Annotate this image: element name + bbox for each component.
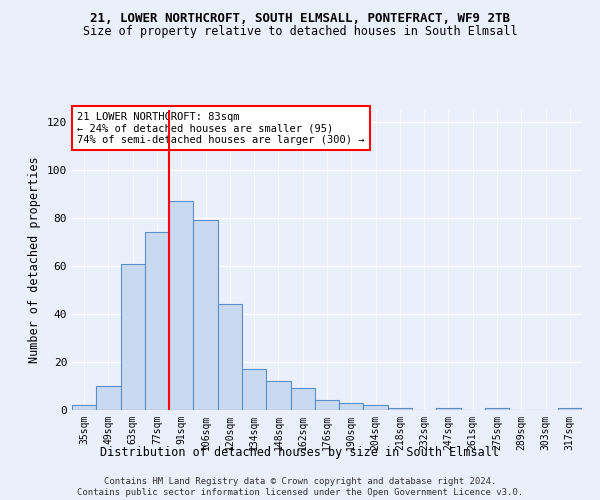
- Bar: [96, 386, 121, 410]
- Text: 21 LOWER NORTHCROFT: 83sqm
← 24% of detached houses are smaller (95)
74% of semi: 21 LOWER NORTHCROFT: 83sqm ← 24% of deta…: [77, 112, 365, 144]
- Bar: [121, 264, 145, 410]
- Bar: [193, 220, 218, 410]
- Bar: [218, 304, 242, 410]
- Text: Distribution of detached houses by size in South Elmsall: Distribution of detached houses by size …: [101, 446, 499, 459]
- Bar: [242, 369, 266, 410]
- Bar: [290, 388, 315, 410]
- Y-axis label: Number of detached properties: Number of detached properties: [28, 156, 41, 364]
- Bar: [339, 403, 364, 410]
- Text: Contains public sector information licensed under the Open Government Licence v3: Contains public sector information licen…: [77, 488, 523, 497]
- Bar: [72, 405, 96, 410]
- Bar: [558, 408, 582, 410]
- Bar: [145, 232, 169, 410]
- Bar: [169, 201, 193, 410]
- Bar: [266, 381, 290, 410]
- Bar: [485, 408, 509, 410]
- Bar: [388, 408, 412, 410]
- Text: Size of property relative to detached houses in South Elmsall: Size of property relative to detached ho…: [83, 25, 517, 38]
- Text: Contains HM Land Registry data © Crown copyright and database right 2024.: Contains HM Land Registry data © Crown c…: [104, 476, 496, 486]
- Bar: [364, 405, 388, 410]
- Bar: [315, 400, 339, 410]
- Text: 21, LOWER NORTHCROFT, SOUTH ELMSALL, PONTEFRACT, WF9 2TB: 21, LOWER NORTHCROFT, SOUTH ELMSALL, PON…: [90, 12, 510, 26]
- Bar: [436, 408, 461, 410]
